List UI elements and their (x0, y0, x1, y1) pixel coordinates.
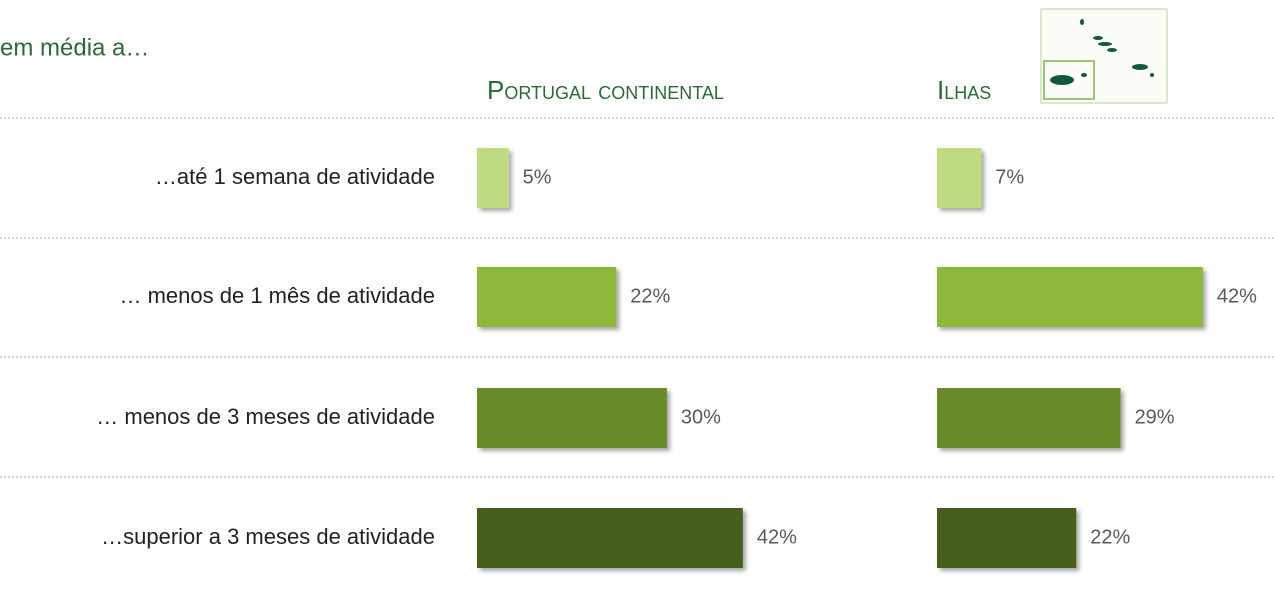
bar (937, 508, 1077, 568)
bar (477, 148, 509, 208)
value-label: 22% (630, 285, 670, 307)
panel-title: Ilhas (937, 75, 991, 105)
value-label: 22% (1090, 526, 1130, 548)
bar (477, 388, 667, 448)
bar (477, 508, 743, 568)
value-label: 29% (1135, 406, 1175, 428)
value-label: 42% (1217, 285, 1257, 307)
bar (937, 267, 1203, 327)
value-label: 7% (995, 166, 1024, 188)
category-label: …superior a 3 meses de atividade (101, 524, 435, 549)
value-label: 42% (757, 526, 797, 548)
map-thumbnail (1040, 8, 1168, 104)
bar (937, 388, 1121, 448)
category-label: …até 1 semana de atividade (155, 164, 435, 189)
category-label: … menos de 1 mês de atividade (119, 283, 435, 308)
bar (477, 267, 617, 327)
heading: em média a… (0, 34, 149, 61)
value-label: 30% (681, 406, 721, 428)
panel-title: Portugal continental (487, 75, 724, 105)
value-label: 5% (523, 166, 552, 188)
category-label: … menos de 3 meses de atividade (96, 404, 435, 429)
bar (937, 148, 982, 208)
